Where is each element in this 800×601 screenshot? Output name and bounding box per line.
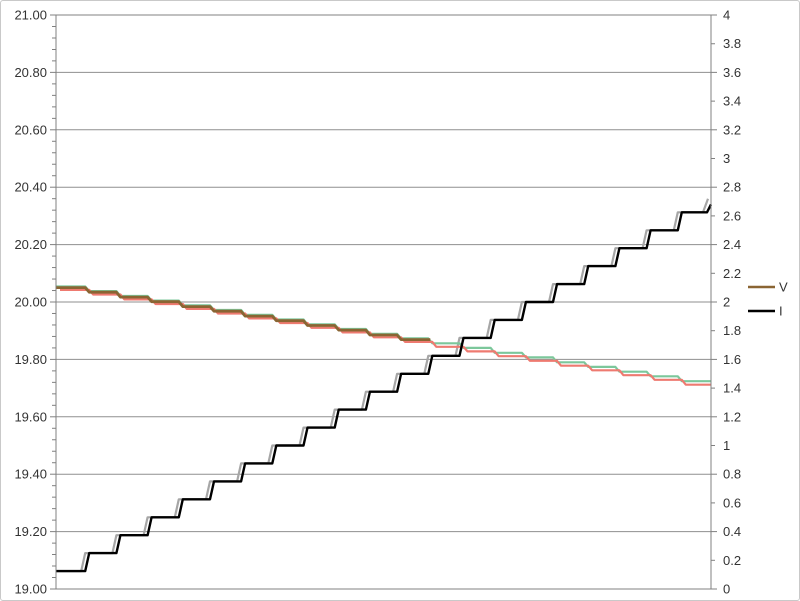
left-axis-tick-label: 20.60 — [14, 122, 47, 137]
left-axis-tick-label: 19.80 — [14, 352, 47, 367]
right-axis-tick-label: 3.8 — [723, 36, 741, 51]
legend-item-V[interactable]: V — [748, 280, 788, 295]
right-axis-tick-label: 3 — [723, 151, 730, 166]
right-axis-tick-label: 0.8 — [723, 467, 741, 482]
left-axis-tick-label: 19.60 — [14, 409, 47, 424]
right-axis-tick-label: 3.6 — [723, 65, 741, 80]
legend-item-I[interactable]: I — [748, 304, 783, 319]
right-axis-tick-label: 2.2 — [723, 266, 741, 281]
right-axis-tick-label: 1.4 — [723, 381, 741, 396]
left-axis-tick-label: 20.80 — [14, 65, 47, 80]
right-axis-tick-label: 0 — [723, 582, 730, 597]
right-axis-tick-label: 0.4 — [723, 524, 741, 539]
right-axis-tick-label: 2.6 — [723, 208, 741, 223]
left-axis-tick-label: 20.00 — [14, 295, 47, 310]
I-series-line[interactable] — [56, 203, 713, 573]
left-axis-tick-label: 19.20 — [14, 524, 47, 539]
left-axis-tick-label: 19.40 — [14, 467, 47, 482]
left-axis-tick-label: 19.00 — [14, 582, 47, 597]
right-axis-tick-label: 4 — [723, 8, 730, 23]
right-axis-tick-label: 2.4 — [723, 237, 741, 252]
legend-label: I — [779, 304, 783, 319]
left-axis-tick-label: 20.20 — [14, 237, 47, 252]
right-axis-tick-label: 0.2 — [723, 553, 741, 568]
right-axis-tick-label: 1 — [723, 438, 730, 453]
legend-label: V — [779, 280, 788, 295]
right-axis-tick-label: 3.2 — [723, 122, 741, 137]
right-axis-tick-label: 0.6 — [723, 495, 741, 510]
right-axis-tick-label: 2.8 — [723, 180, 741, 195]
right-axis-tick-label: 1.6 — [723, 352, 741, 367]
right-axis-tick-label: 1.8 — [723, 323, 741, 338]
right-axis-tick-label: 3.4 — [723, 94, 741, 109]
V-series-line[interactable] — [56, 286, 431, 341]
right-axis-tick-label: 1.2 — [723, 409, 741, 424]
right-axis-tick-label: 2 — [723, 295, 730, 310]
V-run-red-series-line[interactable] — [60, 288, 711, 386]
left-axis-tick-label: 20.40 — [14, 180, 47, 195]
left-axis-tick-label: 21.00 — [14, 8, 47, 23]
